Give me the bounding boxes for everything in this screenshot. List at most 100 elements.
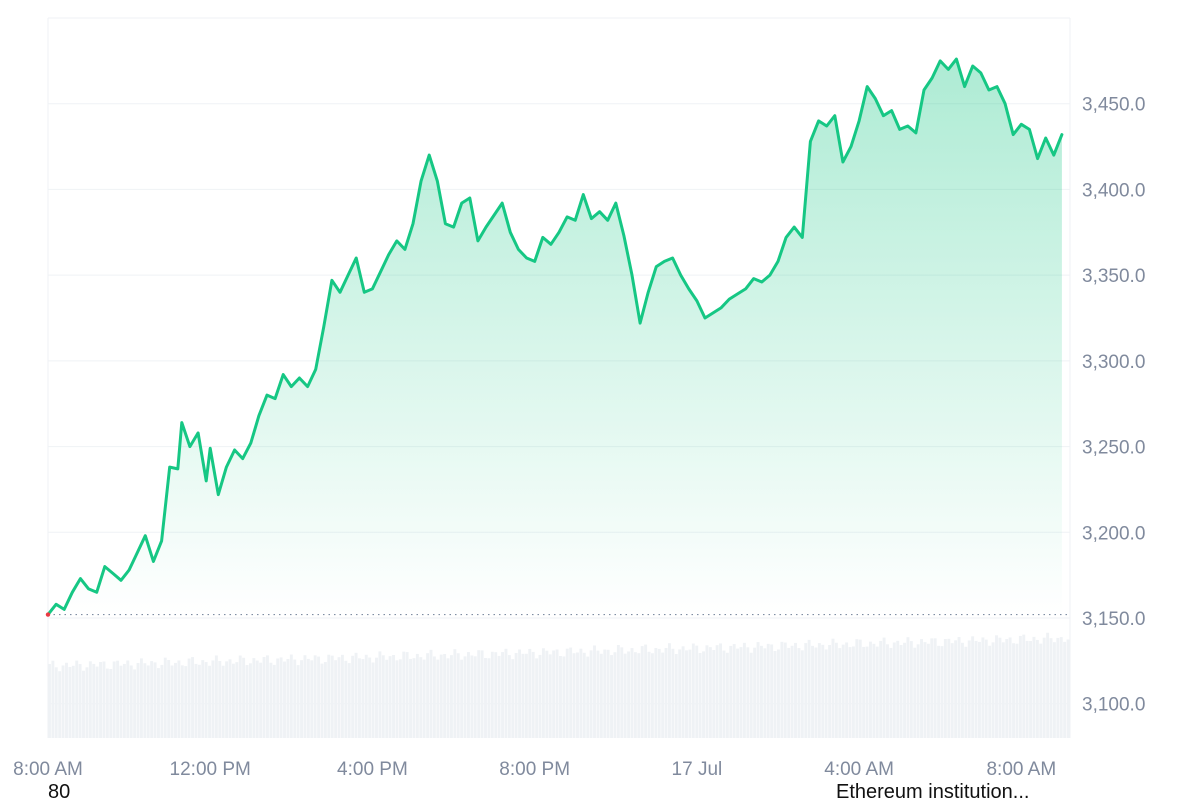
volume-bar — [82, 670, 85, 738]
volume-bar — [811, 645, 814, 738]
volume-bar — [71, 665, 75, 738]
volume-bar — [85, 667, 89, 738]
volume-bar — [102, 661, 106, 738]
volume-bar — [756, 642, 760, 738]
footer-left-text: 80 — [48, 781, 71, 803]
volume-bar — [429, 649, 433, 738]
volume-bar — [933, 638, 937, 738]
volume-bar — [623, 653, 627, 738]
volume-bar — [838, 648, 842, 738]
volume-bar — [736, 648, 740, 738]
volume-bar — [889, 647, 893, 738]
volume-bar — [194, 663, 198, 738]
volume-bar — [153, 662, 157, 738]
volume-bar — [262, 657, 266, 738]
volume-bar — [569, 647, 573, 738]
volume-bar — [668, 643, 671, 738]
volume-bar — [133, 669, 137, 738]
volume-bar — [1022, 634, 1026, 738]
volume-bar — [197, 664, 201, 738]
volume-bar — [950, 643, 954, 738]
volume-bar — [272, 664, 276, 738]
x-tick-label: 4:00 AM — [824, 759, 894, 780]
volume-bars — [48, 632, 1070, 738]
footer-right-link[interactable]: Ethereum institution... — [836, 781, 1030, 803]
volume-bar — [603, 649, 607, 738]
volume-bar — [92, 663, 96, 738]
volume-bar — [800, 650, 804, 738]
volume-bar — [351, 655, 355, 738]
volume-bar — [1059, 637, 1063, 738]
volume-bar — [671, 648, 675, 738]
volume-bar — [841, 644, 845, 738]
volume-bar — [834, 642, 838, 738]
volume-bar — [242, 657, 246, 738]
y-tick-label: 3,400.0 — [1082, 180, 1145, 201]
volume-bar — [347, 663, 351, 738]
volume-bar — [460, 659, 464, 738]
volume-bar — [855, 639, 859, 738]
volume-bar — [797, 648, 801, 738]
volume-bar — [674, 653, 678, 738]
volume-bar — [340, 654, 344, 738]
volume-bar — [943, 639, 947, 738]
volume-bar — [225, 661, 229, 738]
volume-bar — [248, 663, 252, 738]
volume-bar — [507, 655, 511, 738]
volume-bar — [794, 642, 797, 738]
volume-bar — [742, 642, 746, 738]
volume-bar — [548, 654, 552, 738]
volume-bar — [211, 660, 215, 738]
volume-bar — [541, 648, 545, 738]
volume-bar — [627, 651, 631, 738]
volume-bar — [497, 655, 501, 738]
volume-bar — [1049, 638, 1053, 738]
volume-bar — [821, 644, 825, 738]
volume-bar — [412, 658, 416, 738]
volume-bar — [381, 655, 385, 738]
volume-bar — [419, 657, 423, 738]
axis-layer: 3,100.0 3,150.0 3,200.0 3,250.0 3,300.0 3,350… — [13, 95, 1145, 780]
volume-bar — [790, 645, 794, 738]
volume-bar — [1042, 637, 1046, 738]
volume-bar — [235, 662, 239, 738]
volume-bar — [218, 660, 222, 738]
price-area-fill — [48, 59, 1062, 615]
volume-bar — [157, 668, 160, 738]
volume-bar — [255, 660, 259, 738]
volume-bar — [610, 655, 613, 738]
volume-bar — [964, 646, 968, 738]
volume-bar — [732, 644, 736, 738]
volume-bar — [259, 662, 263, 738]
volume-bar — [487, 658, 491, 738]
volume-bar — [576, 652, 579, 738]
volume-bar — [306, 658, 310, 738]
volume-bar — [238, 655, 242, 738]
volume-bar — [1012, 643, 1015, 738]
volume-bar — [804, 643, 808, 738]
volume-bar — [146, 665, 150, 738]
volume-bar — [562, 656, 566, 738]
volume-bar — [436, 659, 440, 738]
volume-bar — [296, 665, 300, 738]
volume-bar — [858, 639, 862, 738]
volume-bar — [763, 648, 767, 738]
volume-bar — [1052, 642, 1056, 738]
volume-bar — [531, 651, 535, 738]
volume-bar — [957, 637, 961, 738]
volume-bar — [112, 661, 116, 738]
volume-bar — [851, 646, 855, 738]
volume-bar — [783, 642, 787, 738]
volume-bar — [170, 665, 174, 738]
volume-bar — [831, 638, 835, 738]
volume-bar — [375, 657, 378, 738]
volume-bar — [1063, 641, 1067, 738]
volume-bar — [187, 658, 191, 738]
volume-bar — [398, 659, 402, 738]
volume-bar — [777, 649, 780, 738]
volume-bar — [1025, 640, 1029, 738]
volume-bar — [538, 654, 542, 738]
y-tick-label: 3,300.0 — [1082, 352, 1145, 373]
volume-bar — [552, 650, 556, 738]
